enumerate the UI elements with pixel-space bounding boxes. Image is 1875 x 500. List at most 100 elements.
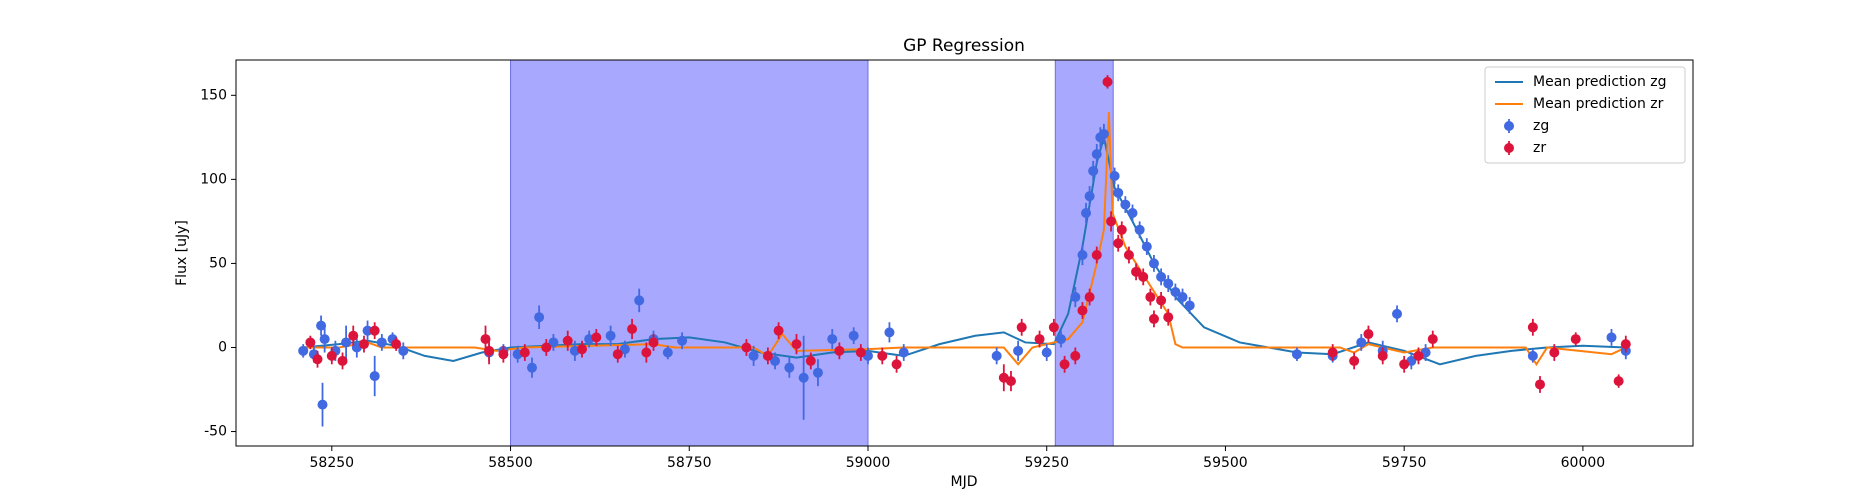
data-point <box>1081 207 1092 218</box>
data-point <box>1527 322 1538 333</box>
data-point <box>1134 224 1145 235</box>
data-point <box>312 354 323 365</box>
axes-frame <box>235 59 1694 447</box>
mean-line <box>303 137 1626 366</box>
data-point <box>1392 308 1403 319</box>
data-point <box>627 323 638 334</box>
data-point <box>1013 345 1024 356</box>
data-point <box>591 332 602 343</box>
data-point <box>1120 199 1131 210</box>
data-point <box>480 334 491 345</box>
data-point <box>834 345 845 356</box>
data-point <box>612 349 623 360</box>
data-point <box>605 330 616 341</box>
data-point <box>773 325 784 336</box>
data-point <box>1116 224 1127 235</box>
y-tick-label: 0 <box>218 339 227 355</box>
data-point <box>1088 165 1099 176</box>
data-point <box>1113 238 1124 249</box>
data-point <box>484 345 495 356</box>
mean-line <box>303 112 1627 367</box>
data-point <box>1091 250 1102 261</box>
data-point <box>634 295 645 306</box>
data-point <box>1549 347 1560 358</box>
data-point <box>770 355 781 366</box>
x-tick-label: 60000 <box>1561 455 1606 471</box>
x-tick-label: 59500 <box>1203 455 1248 471</box>
data-point <box>362 325 373 336</box>
data-point <box>1098 128 1109 139</box>
data-point <box>1077 305 1088 316</box>
data-point <box>1170 287 1181 298</box>
data-point <box>376 337 387 348</box>
data-point <box>1291 349 1302 360</box>
data-point <box>398 345 409 356</box>
data-point <box>348 330 359 341</box>
x-tick-label: 59000 <box>846 455 891 471</box>
data-point <box>548 337 559 348</box>
data-point <box>1084 191 1095 202</box>
data-point <box>1156 271 1167 282</box>
x-tick-label: 59750 <box>1382 455 1427 471</box>
data-point <box>1606 332 1617 343</box>
data-point <box>1399 359 1410 370</box>
data-point <box>319 334 330 345</box>
data-point <box>1127 207 1138 218</box>
data-point <box>1148 313 1159 324</box>
y-tick-label: 150 <box>200 87 227 103</box>
data-point <box>784 362 795 373</box>
data-point <box>541 342 552 353</box>
data-point <box>762 350 773 361</box>
data-point <box>1377 350 1388 361</box>
data-point <box>1138 271 1149 282</box>
data-point <box>337 355 348 366</box>
data-point <box>898 347 909 358</box>
data-point <box>534 312 545 323</box>
legend-label: Mean prediction zr <box>1533 96 1664 112</box>
data-point <box>1123 250 1134 261</box>
legend-swatch <box>1504 121 1514 131</box>
data-point <box>805 355 816 366</box>
data-point <box>1059 359 1070 370</box>
data-point <box>1184 300 1195 311</box>
data-point <box>677 335 688 346</box>
data-point <box>1177 292 1188 303</box>
data-point <box>1156 295 1167 306</box>
data-point <box>798 372 809 383</box>
y-tick-label: 100 <box>200 171 227 187</box>
data-point <box>1070 292 1081 303</box>
data-point <box>648 337 659 348</box>
data-point <box>1145 292 1156 303</box>
data-point <box>1413 350 1424 361</box>
y-tick-label: -50 <box>204 424 227 440</box>
data-point <box>498 349 509 360</box>
data-point <box>1570 334 1581 345</box>
data-point <box>1363 329 1374 340</box>
legend-label: zg <box>1533 118 1549 134</box>
data-point <box>369 371 380 382</box>
data-point <box>326 350 337 361</box>
data-point <box>1148 258 1159 269</box>
data-point <box>1163 312 1174 323</box>
data-point <box>884 327 895 338</box>
data-point <box>1091 149 1102 160</box>
data-point <box>577 344 588 355</box>
data-point <box>1613 376 1624 387</box>
data-point <box>1427 334 1438 345</box>
data-point <box>848 330 859 341</box>
data-point <box>519 347 530 358</box>
data-point <box>827 334 838 345</box>
legend-label: Mean prediction zg <box>1533 74 1667 90</box>
data-point <box>877 350 888 361</box>
data-point <box>812 367 823 378</box>
data-point <box>1041 347 1052 358</box>
y-axis-label: Flux [uJy] <box>174 220 190 286</box>
data-point <box>316 320 327 331</box>
data-point <box>369 325 380 336</box>
data-point <box>1535 379 1546 390</box>
y-tick-label: 50 <box>209 255 227 271</box>
data-point <box>1113 187 1124 198</box>
legend-swatch <box>1504 143 1514 153</box>
data-point <box>991 350 1002 361</box>
data-point <box>1349 355 1360 366</box>
